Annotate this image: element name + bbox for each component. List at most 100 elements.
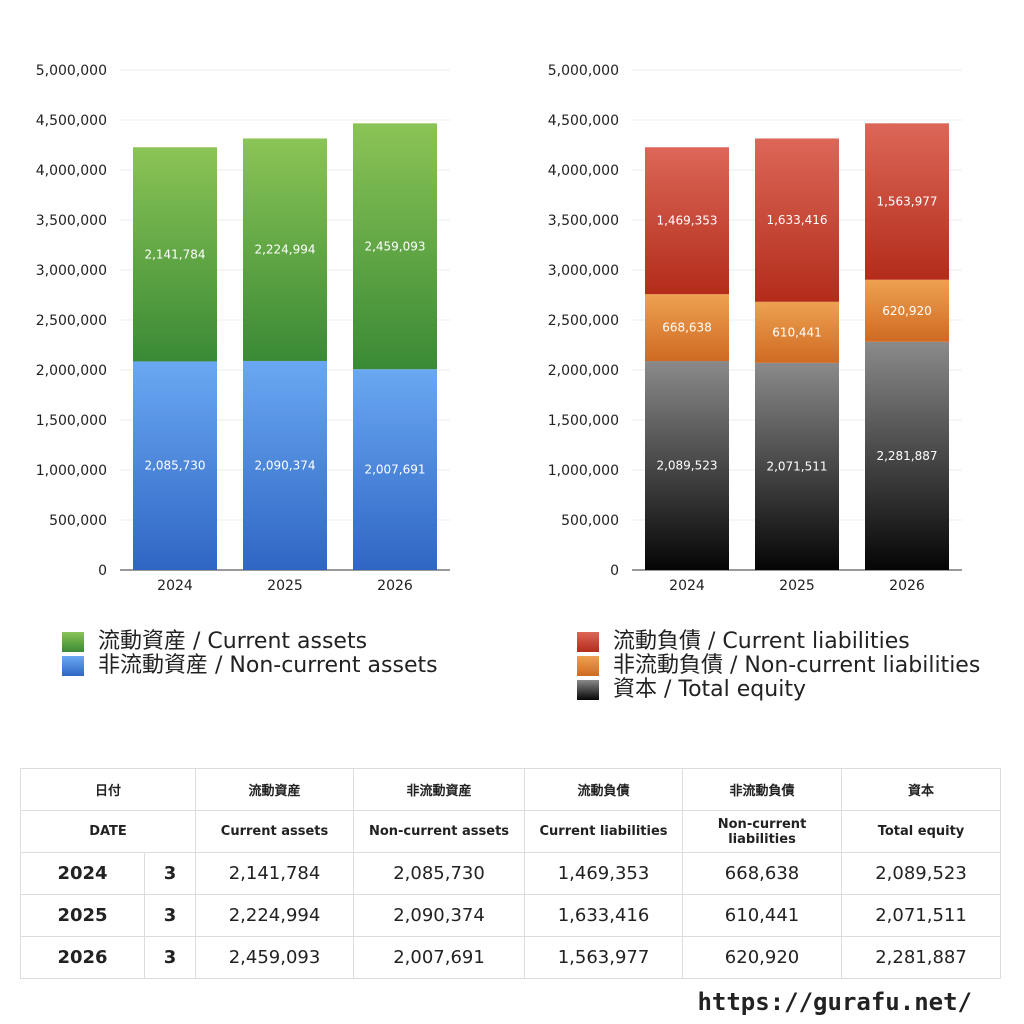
table-header-jp: 日付 流動資産 非流動資産 流動負債 非流動負債 資本 [19,768,1002,811]
bar-data-label: 2,459,093 [364,239,425,253]
y-tick-label: 5,000,000 [36,63,107,79]
x-tick-label: 2024 [157,578,193,594]
y-tick-label: 4,500,000 [548,113,619,129]
cell-non-current-liabilities: 610,441 [682,894,843,937]
cell-non-current-assets: 2,007,691 [353,936,526,979]
x-tick-label: 2025 [779,578,815,594]
y-tick-label: 1,500,000 [548,413,619,429]
header-current-assets-en: Current assets [195,810,355,853]
bar-data-label: 1,633,416 [766,213,827,227]
header-non-current-assets-en: Non-current assets [353,810,526,853]
liabilities-legend: 流動負債 / Current liabilities 非流動負債 / Non-cu… [577,630,980,702]
bar-data-label: 668,638 [662,321,712,335]
legend-swatch [62,632,84,652]
bar-current-liabilities-2026 [865,123,949,280]
legend-label: 資本 / Total equity [613,677,806,702]
header-current-assets-jp: 流動資産 [195,768,355,811]
bar-current-assets-2024 [133,147,217,362]
table-header-en: DATE Current assets Non-current assets C… [19,810,1002,853]
y-tick-label: 1,000,000 [36,463,107,479]
bar-data-label: 1,469,353 [656,214,717,228]
bar-total-equity-2025 [755,362,839,570]
cell-current-liabilities: 1,633,416 [524,894,684,937]
row-month: 3 [143,936,197,979]
y-tick-label: 3,000,000 [36,263,107,279]
table-row: 2024 3 2,141,784 2,085,730 1,469,353 668… [20,852,1002,895]
data-table: 日付 流動資産 非流動資産 流動負債 非流動負債 資本 DATE Current… [19,768,1002,979]
bar-current-liabilities-2024 [645,147,729,295]
legend-item: 非流動資産 / Non-current assets [62,654,438,678]
bar-data-label: 2,224,994 [254,243,315,257]
bar-non-current-assets-2026 [353,369,437,570]
bar-non-current-liabilities-2024 [645,294,729,362]
cell-total-equity: 2,281,887 [841,936,1002,979]
bar-non-current-assets-2025 [243,360,327,570]
y-tick-label: 2,000,000 [548,363,619,379]
table-row: 2025 3 2,224,994 2,090,374 1,633,416 610… [20,894,1002,937]
legend-item: 流動負債 / Current liabilities [577,630,980,654]
cell-current-liabilities: 1,563,977 [524,936,684,979]
y-tick-label: 2,500,000 [548,313,619,329]
cell-non-current-assets: 2,090,374 [353,894,526,937]
bar-current-assets-2026 [353,123,437,370]
bar-total-equity-2026 [865,341,949,570]
cell-current-assets: 2,224,994 [195,894,355,937]
bar-data-label: 2,141,784 [144,247,205,261]
header-date-en: DATE [19,810,197,853]
legend-item: 流動資産 / Current assets [62,630,438,654]
bar-non-current-liabilities-2026 [865,279,949,342]
bar-non-current-assets-2024 [133,361,217,570]
legend-label: 流動負債 / Current liabilities [613,629,910,654]
bar-data-label: 2,090,374 [254,458,315,472]
legend-swatch [577,632,599,652]
bar-data-label: 2,281,887 [876,449,937,463]
y-tick-label: 3,000,000 [548,263,619,279]
y-tick-label: 1,500,000 [36,413,107,429]
header-current-liabilities-jp: 流動負債 [524,768,684,811]
header-non-current-assets-jp: 非流動資産 [353,768,526,811]
legend-label: 非流動負債 / Non-current liabilities [613,653,981,678]
assets-chart: 0 500,000 1,000,000 1,500,000 2,000,000 2,500… [36,63,450,594]
row-year: 2025 [20,894,145,937]
y-tick-label: 3,500,000 [36,213,107,229]
header-total-equity-en: Total equity [841,810,1002,853]
cell-non-current-liabilities: 620,920 [682,936,843,979]
legend-swatch [577,680,599,700]
y-tick-label: 4,000,000 [36,163,107,179]
legend-swatch [577,656,599,676]
y-tick-label: 500,000 [49,513,107,529]
bar-data-label: 610,441 [772,325,822,339]
y-tick-label: 2,000,000 [36,363,107,379]
y-tick-label: 0 [610,563,619,579]
bar-data-label: 2,089,523 [656,459,717,473]
legend-label: 非流動資産 / Non-current assets [98,653,438,678]
cell-total-equity: 2,071,511 [841,894,1002,937]
x-tick-label: 2026 [377,578,413,594]
x-tick-label: 2025 [267,578,303,594]
header-total-equity-jp: 資本 [841,768,1002,811]
x-tick-label: 2024 [669,578,705,594]
cell-total-equity: 2,089,523 [841,852,1002,895]
header-non-current-liabilities-jp: 非流動負債 [682,768,843,811]
y-tick-label: 500,000 [561,513,619,529]
bar-data-label: 620,920 [882,304,932,318]
row-month: 3 [143,894,197,937]
bar-data-label: 2,085,730 [144,459,205,473]
liabilities-equity-chart: 0 500,000 1,000,000 1,500,000 2,000,000 2,500… [548,63,962,594]
y-tick-label: 2,500,000 [36,313,107,329]
legend-item: 非流動負債 / Non-current liabilities [577,654,980,678]
header-non-current-liabilities-en: Non-current liabilities [682,810,843,853]
y-tick-label: 0 [98,563,107,579]
legend-label: 流動資産 / Current assets [98,629,368,654]
bar-data-label: 2,007,691 [364,463,425,477]
bar-non-current-liabilities-2025 [755,301,839,363]
legend-swatch [62,656,84,676]
cell-non-current-liabilities: 668,638 [682,852,843,895]
header-current-liabilities-en: Current liabilities [524,810,684,853]
site-url: https://gurafu.net/ [697,988,972,1016]
legend-item: 資本 / Total equity [577,678,980,702]
x-tick-label: 2026 [889,578,925,594]
y-tick-label: 1,000,000 [548,463,619,479]
y-tick-label: 4,000,000 [548,163,619,179]
bar-data-label: 2,071,511 [766,459,827,473]
